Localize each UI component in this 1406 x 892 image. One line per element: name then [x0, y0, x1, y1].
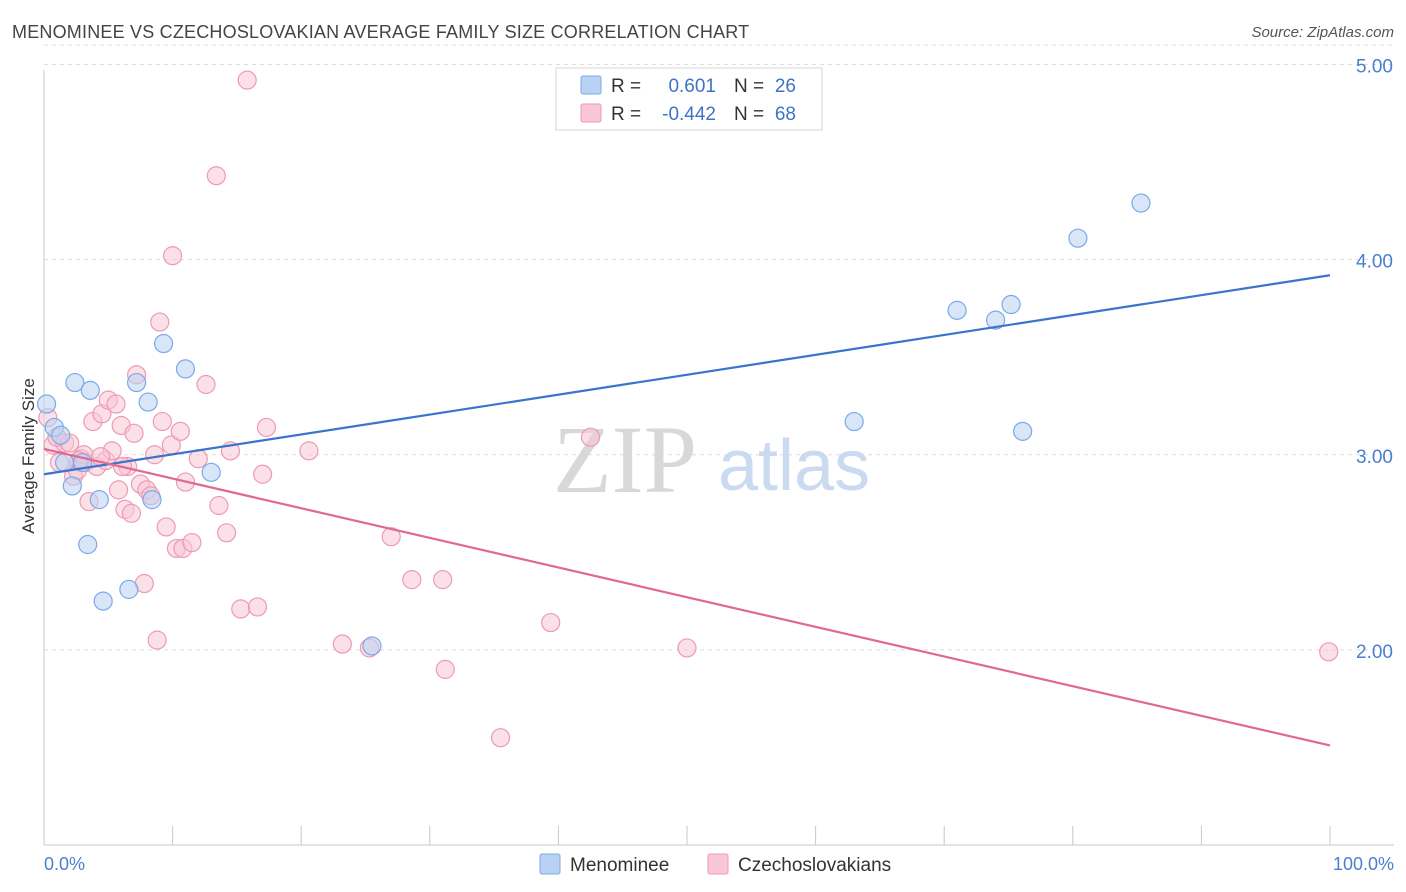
- point-czechoslovakians: [1319, 642, 1339, 662]
- point-czechoslovakians: [152, 411, 172, 432]
- x-tick-label-max: 100.0%: [1333, 854, 1394, 874]
- chart-title: MENOMINEE VS CZECHOSLOVAKIAN AVERAGE FAM…: [12, 22, 750, 42]
- watermark-zip: ZIP: [553, 406, 697, 513]
- point-menominee: [142, 490, 162, 510]
- point-menominee: [89, 490, 109, 510]
- point-czechoslovakians: [256, 417, 277, 438]
- point-czechoslovakians: [217, 523, 237, 543]
- point-czechoslovakians: [332, 634, 352, 654]
- point-menominee: [844, 411, 864, 432]
- point-czechoslovakians: [124, 423, 144, 443]
- point-czechoslovakians: [490, 728, 511, 748]
- legend-r-label-1: R =: [611, 76, 641, 97]
- point-czechoslovakians: [108, 480, 129, 500]
- legend-r-value-1: 0.601: [668, 76, 716, 97]
- point-czechoslovakians: [253, 464, 273, 484]
- point-czechoslovakians: [144, 445, 165, 465]
- point-menominee: [93, 591, 113, 611]
- legend-n-value-2: 68: [775, 104, 796, 125]
- point-menominee: [78, 534, 98, 555]
- point-menominee: [80, 380, 100, 400]
- point-menominee: [1068, 228, 1088, 248]
- point-czechoslovakians: [580, 427, 601, 447]
- stats-legend: R = 0.601 N = 26 R = -0.442 N = 68: [555, 67, 823, 131]
- point-czechoslovakians: [170, 421, 190, 441]
- point-menominee: [362, 636, 382, 656]
- point-czechoslovakians: [163, 246, 183, 266]
- point-czechoslovakians: [435, 659, 455, 679]
- point-czechoslovakians: [206, 166, 226, 186]
- y-axis-title: Average Family Size: [19, 378, 38, 534]
- point-menominee: [36, 394, 57, 414]
- series-legend-swatch-menominee: [539, 853, 561, 875]
- legend-r-value-2: -0.442: [662, 104, 716, 125]
- point-czechoslovakians: [402, 570, 422, 590]
- legend-n-label-1: N =: [734, 76, 764, 97]
- point-czechoslovakians: [299, 441, 319, 461]
- watermark-atlas: atlas: [718, 426, 870, 506]
- point-czechoslovakians: [247, 597, 268, 617]
- y-tick-label: 4.00: [1356, 252, 1393, 273]
- legend-swatch-czechoslovakians: [580, 103, 602, 123]
- point-czechoslovakians: [150, 312, 170, 332]
- point-menominee: [1131, 193, 1151, 213]
- y-tick-label: 3.00: [1356, 447, 1393, 468]
- trend-line-czechoslovakians: [43, 447, 1331, 747]
- point-czechoslovakians: [237, 70, 257, 90]
- grid-lines: [44, 44, 1394, 651]
- series-legend-label-menominee: Menominee: [570, 855, 669, 876]
- point-czechoslovakians: [381, 527, 401, 547]
- point-menominee: [54, 452, 75, 473]
- series-legend: Menominee Czechoslovakians: [539, 853, 891, 876]
- point-czechoslovakians: [182, 532, 202, 553]
- point-menominee: [62, 476, 82, 496]
- point-czechoslovakians: [106, 394, 126, 414]
- point-czechoslovakians: [231, 599, 251, 619]
- point-czechoslovakians: [209, 495, 229, 516]
- y-tick-labels: 2.00 3.00 4.00 5.00: [1356, 57, 1393, 663]
- trend-lines: [43, 274, 1331, 747]
- point-czechoslovakians: [121, 503, 142, 523]
- y-tick-label: 5.00: [1356, 57, 1393, 78]
- point-czechoslovakians: [147, 630, 167, 650]
- point-menominee: [1013, 421, 1033, 441]
- point-menominee: [175, 359, 196, 379]
- x-ticks: [43, 826, 1331, 845]
- axes: [43, 70, 1394, 846]
- legend-r-label-2: R =: [611, 104, 641, 125]
- point-menominee: [153, 333, 174, 354]
- point-czechoslovakians: [541, 612, 561, 633]
- point-menominee: [119, 579, 139, 599]
- point-menominee: [947, 300, 967, 320]
- point-czechoslovakians: [156, 517, 176, 537]
- point-menominee: [138, 392, 158, 412]
- trend-line-menominee: [43, 274, 1331, 476]
- x-tick-label-min: 0.0%: [44, 854, 85, 874]
- point-menominee: [201, 462, 221, 482]
- legend-n-value-1: 26: [775, 76, 796, 97]
- point-menominee: [1001, 294, 1021, 315]
- point-menominee: [65, 372, 85, 393]
- point-menominee: [51, 425, 71, 445]
- point-czechoslovakians: [433, 570, 453, 590]
- series-legend-swatch-czechoslovakians: [707, 853, 729, 875]
- point-menominee: [126, 372, 147, 393]
- legend-n-label-2: N =: [734, 104, 764, 125]
- watermark: ZIP atlas: [553, 406, 870, 513]
- legend-swatch-menominee: [580, 75, 602, 95]
- y-tick-label: 2.00: [1356, 642, 1393, 663]
- x-tick-labels: 0.0% 100.0%: [44, 854, 1394, 874]
- point-czechoslovakians: [196, 374, 216, 395]
- chart-source: Source: ZipAtlas.com: [1251, 24, 1394, 41]
- series-legend-label-czechoslovakians: Czechoslovakians: [738, 855, 891, 876]
- point-menominee: [986, 310, 1006, 330]
- data-points: [36, 70, 1339, 748]
- point-czechoslovakians: [677, 638, 697, 658]
